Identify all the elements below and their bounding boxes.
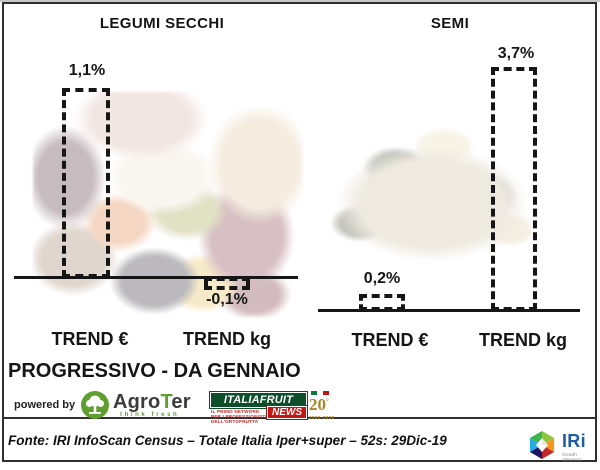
panel-title-semi: SEMI: [430, 15, 470, 32]
baseline-semi: [318, 309, 580, 312]
agroter-logo: AgroTer think fresh: [80, 389, 198, 423]
italiafruit-years: 2000-2020: [309, 415, 335, 420]
powered-by-label: powered by: [14, 399, 76, 411]
anniversary-number: 20: [309, 395, 326, 414]
bar-legumi-trend-kg: [204, 277, 250, 290]
value-label-legumi-kg: -0,1%: [206, 291, 248, 308]
bar-legumi-trend-euro: [62, 88, 110, 278]
italiafruit-news-logo: ITALIAFRUIT IL PRIMO NETWORK PER I PROFE…: [209, 390, 340, 424]
italiafruit-sub-text: IL PRIMO NETWORK PER I PROFESSIONISTI DE…: [211, 409, 267, 424]
iri-wordmark: IRi: [562, 431, 586, 451]
panel-title-legumi-secchi: LEGUMI SECCHI: [99, 15, 225, 32]
italiafruit-sub-line2: PER I PROFESSIONISTI: [211, 414, 267, 419]
slide-top-edge: [0, 0, 600, 2]
iri-tagline: Growth delivered.: [562, 452, 582, 462]
italiafruit-anniversary: 20°: [309, 395, 329, 415]
italian-flag-icon: [311, 391, 329, 395]
category-label-legumi-euro: TREND €: [51, 329, 129, 349]
italiafruit-news-badge: NEWS: [266, 405, 308, 420]
italiafruit-sub-line1: IL PRIMO NETWORK: [211, 409, 260, 414]
source-note: Fonte: IRI InfoScan Census – Totale Ital…: [8, 433, 447, 448]
agroter-wordmark: AgroTer: [113, 391, 191, 414]
bar-semi-trend-kg: [491, 67, 537, 311]
italiafruit-banner: ITALIAFRUIT: [209, 391, 308, 409]
agroter-tagline: think fresh: [120, 412, 180, 418]
value-label-semi-euro: 0,2%: [363, 270, 401, 287]
source-frame: [2, 419, 597, 462]
agroter-name-part2: T: [160, 391, 172, 413]
agroter-name-part3: er: [171, 391, 191, 413]
iri-logo: IRi Growth delivered.: [526, 428, 596, 462]
category-label-semi-kg: TREND kg: [478, 330, 567, 350]
anniversary-mark: °: [326, 397, 329, 406]
category-label-semi-euro: TREND €: [351, 330, 429, 350]
baseline-legumi: [14, 276, 298, 279]
category-label-legumi-kg: TREND kg: [182, 329, 271, 349]
italiafruit-sub-line3: DELL'ORTOFRUTTA: [211, 419, 259, 424]
value-label-semi-kg: 3,7%: [497, 45, 535, 62]
value-label-legumi-euro: 1,1%: [68, 62, 106, 79]
agroter-name-part1: Agro: [113, 391, 161, 413]
period-title: PROGRESSIVO - DA GENNAIO: [8, 360, 301, 382]
